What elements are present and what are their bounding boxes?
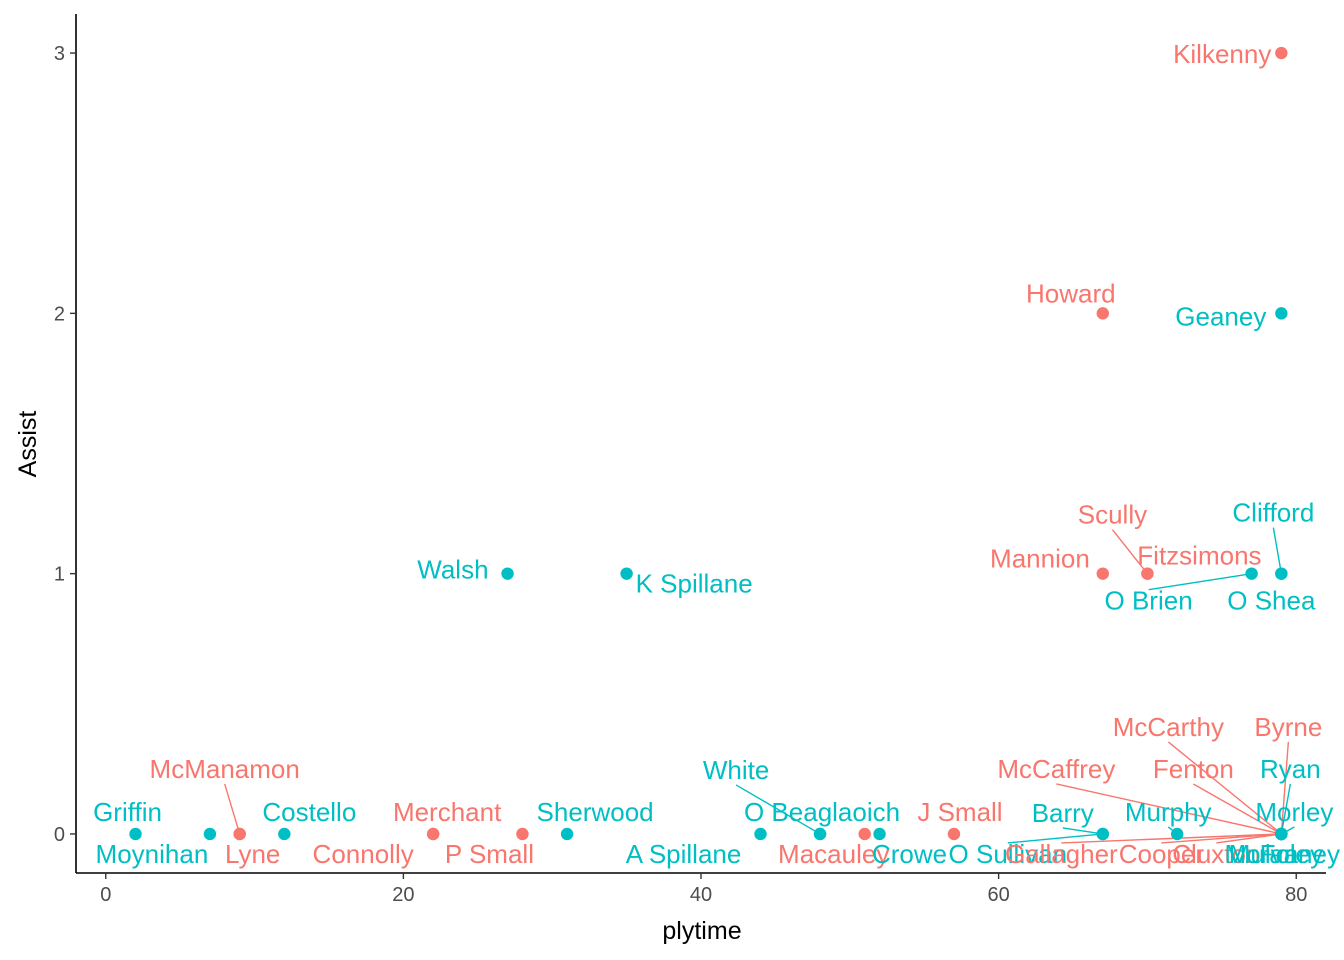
label-howard: Howard xyxy=(1026,278,1116,308)
leader-line-white xyxy=(735,784,821,835)
label-lyne: Lyne xyxy=(225,839,280,869)
point-walsh xyxy=(501,567,514,580)
label-ryan: Ryan xyxy=(1260,754,1321,784)
label-walsh: Walsh xyxy=(417,555,488,585)
label-macauley: Macauley xyxy=(778,839,889,869)
label-leader-lines xyxy=(224,527,1295,844)
axes: 0 20 40 60 80 0 1 2 3 xyxy=(54,14,1326,906)
y-tick-label: 2 xyxy=(54,303,65,325)
label-a-spillane: A Spillane xyxy=(626,839,742,869)
label-clifford: Clifford xyxy=(1232,498,1314,528)
point-fitzsimons xyxy=(1141,567,1154,580)
label-byrne: Byrne xyxy=(1254,712,1322,742)
point-p-small xyxy=(516,827,529,841)
leader-line-byrne xyxy=(1280,741,1290,835)
leader-line-mcmanamon xyxy=(224,783,241,835)
label-mcmanamon: McManamon xyxy=(150,754,300,784)
label-mccarthy: McCarthy xyxy=(1113,712,1224,742)
leader-line-ryan xyxy=(1280,783,1292,835)
label-o-shea: O Shea xyxy=(1227,586,1316,616)
label-costello: Costello xyxy=(262,797,356,827)
label-k-spillane: K Spillane xyxy=(636,569,753,599)
label-j-small: J Small xyxy=(917,797,1002,827)
point-geaney xyxy=(1275,307,1288,320)
label-griffin: Griffin xyxy=(93,797,162,827)
leader-line-o-sullivan xyxy=(1007,833,1103,844)
leader-line-cluxton xyxy=(1216,833,1282,844)
point-moynihan xyxy=(203,827,217,841)
point-macauley xyxy=(858,827,871,841)
leader-line-gallagher xyxy=(1061,833,1282,844)
point-mulvaney xyxy=(1275,827,1288,841)
point-labels: Kilkenny Howard Geaney Walsh K Spillane Manni… xyxy=(93,39,1340,869)
label-cluxton: Cluxton xyxy=(1172,839,1260,869)
label-gallagher: Gallagher xyxy=(1005,839,1118,869)
x-tick-label: 20 xyxy=(392,884,414,906)
label-scully: Scully xyxy=(1078,500,1147,530)
y-tick-label: 1 xyxy=(54,564,65,586)
x-tick-label: 60 xyxy=(987,884,1009,906)
label-p-small: P Small xyxy=(445,839,534,869)
label-o-beaglaoich: O Beaglaoich xyxy=(744,797,900,827)
label-connolly: Connolly xyxy=(313,839,414,869)
point-o-brien xyxy=(1245,567,1258,580)
leader-line-mccaffrey xyxy=(1056,783,1282,835)
label-mannion: Mannion xyxy=(990,544,1090,574)
label-o-sullivan: O Sullivan xyxy=(949,839,1068,869)
point-sherwood xyxy=(560,827,574,841)
leader-line-o-brien xyxy=(1148,572,1252,591)
label-fenton: Fenton xyxy=(1153,754,1234,784)
point-barry xyxy=(1096,827,1109,841)
leader-line-barry xyxy=(1062,827,1103,835)
point-howard xyxy=(1096,307,1109,320)
leader-line-cooper xyxy=(1161,833,1282,844)
label-foley: Foley xyxy=(1260,839,1324,869)
label-moynihan: Moynihan xyxy=(96,839,209,869)
label-sherwood: Sherwood xyxy=(537,797,654,827)
label-o-brien: O Brien xyxy=(1105,586,1193,616)
y-tick-label: 3 xyxy=(54,43,65,65)
label-barry: Barry xyxy=(1032,798,1094,828)
label-white: White xyxy=(703,755,769,785)
leader-line-clifford xyxy=(1272,527,1283,574)
label-murphy: Murphy xyxy=(1125,797,1212,827)
point-o-beaglaoich xyxy=(813,827,827,841)
x-tick-label: 40 xyxy=(690,884,712,906)
point-o-shea xyxy=(1275,567,1288,580)
label-geaney: Geaney xyxy=(1175,301,1266,331)
point-griffin xyxy=(129,827,142,841)
y-tick-label: 0 xyxy=(54,824,65,846)
x-tick-label: 80 xyxy=(1285,884,1307,906)
point-mannion xyxy=(1096,567,1109,580)
label-fitzsimons: Fitzsimons xyxy=(1137,541,1261,571)
leader-line-mccarthy xyxy=(1167,741,1282,835)
label-moran: Moran xyxy=(1225,839,1299,869)
point-costello xyxy=(278,827,291,841)
label-cooper: Cooper xyxy=(1119,839,1205,869)
point-lyne xyxy=(233,827,246,841)
point-murphy xyxy=(1170,827,1184,841)
data-points xyxy=(129,46,1288,841)
point-kilkenny xyxy=(1275,46,1288,60)
point-crowe xyxy=(873,827,886,841)
y-axis-title: Assist xyxy=(14,411,42,478)
point-a-spillane xyxy=(754,827,767,841)
label-merchant: Merchant xyxy=(393,797,502,827)
x-tick-label: 0 xyxy=(100,884,111,906)
label-kilkenny: Kilkenny xyxy=(1173,39,1271,69)
point-j-small xyxy=(947,827,961,841)
point-k-spillane xyxy=(620,567,633,580)
point-merchant xyxy=(426,827,440,841)
leader-line-scully xyxy=(1111,529,1148,575)
label-mulvaney: Mulvaney xyxy=(1229,839,1340,869)
label-mccaffrey: McCaffrey xyxy=(997,754,1115,784)
x-axis-title: plytime xyxy=(662,917,741,945)
leader-line-fenton xyxy=(1193,783,1282,835)
label-morley: Morley xyxy=(1255,797,1333,827)
label-crowe: Crowe xyxy=(872,839,947,869)
